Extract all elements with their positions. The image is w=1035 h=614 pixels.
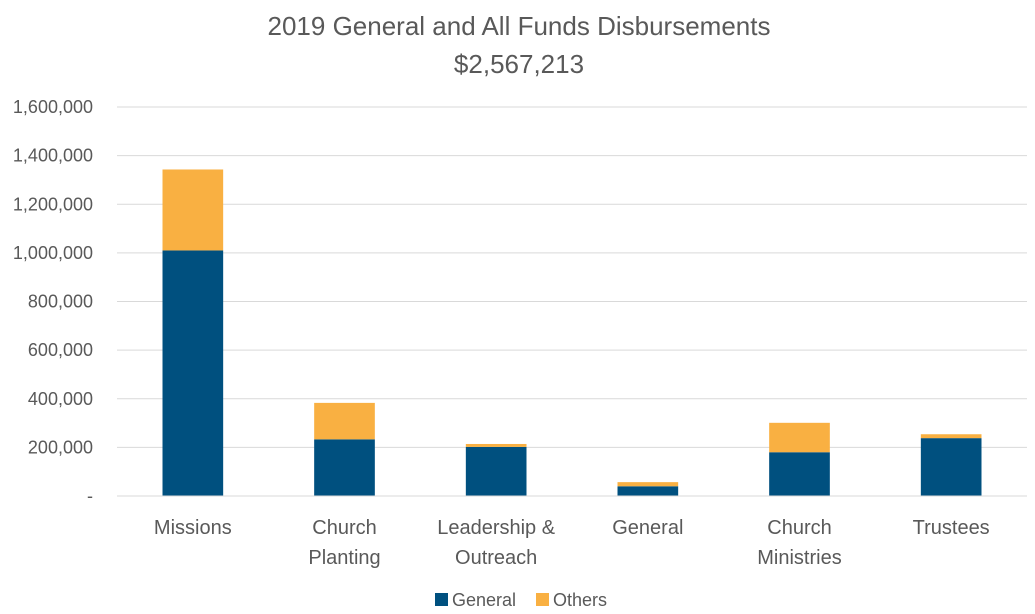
bar-others <box>769 422 830 453</box>
chart-subtitle: $2,567,213 <box>454 49 584 79</box>
y-tick-label: 200,000 <box>28 437 93 457</box>
y-axis: - 200,000 400,000 600,000 800,000 1,000,000 1,… <box>13 97 93 506</box>
legend-label: Others <box>553 590 607 610</box>
bar-general <box>617 486 679 496</box>
y-tick-label: - <box>87 486 93 506</box>
bar-general <box>769 452 830 496</box>
y-tick-label: 600,000 <box>28 340 93 360</box>
x-tick-label: Planting <box>308 547 380 569</box>
x-tick-label: Leadership & <box>437 517 556 539</box>
bars <box>162 169 982 496</box>
legend: General Others <box>435 590 607 610</box>
bar-general <box>314 439 375 496</box>
legend-swatch <box>435 593 448 606</box>
x-tick-label: Trustees <box>913 517 990 539</box>
x-tick-label: Missions <box>154 517 232 539</box>
bar-general <box>920 438 982 496</box>
bar-others <box>465 443 527 447</box>
y-tick-label: 1,000,000 <box>13 243 93 263</box>
y-tick-label: 1,400,000 <box>13 146 93 166</box>
bar-others <box>920 434 982 439</box>
y-tick-label: 400,000 <box>28 389 93 409</box>
chart-title: 2019 General and All Funds Disbursements <box>268 11 771 41</box>
gridlines <box>117 106 1027 497</box>
x-tick-label: General <box>612 517 683 539</box>
bar-others <box>617 482 679 487</box>
x-tick-label: Ministries <box>757 547 841 569</box>
x-tick-label: Outreach <box>455 547 537 569</box>
x-tick-label: Church <box>767 517 831 539</box>
x-axis: Missions Church Planting Leadership & Outrea… <box>117 495 1027 569</box>
y-tick-label: 1,600,000 <box>13 97 93 117</box>
x-tick-label: Church <box>312 517 376 539</box>
bar-general <box>162 250 224 496</box>
y-tick-label: 800,000 <box>28 292 93 312</box>
legend-swatch <box>536 593 549 606</box>
bar-others <box>314 402 375 440</box>
bar-others <box>162 169 224 251</box>
y-tick-label: 1,200,000 <box>13 194 93 214</box>
bar-general <box>465 446 527 496</box>
legend-label: General <box>452 590 516 610</box>
